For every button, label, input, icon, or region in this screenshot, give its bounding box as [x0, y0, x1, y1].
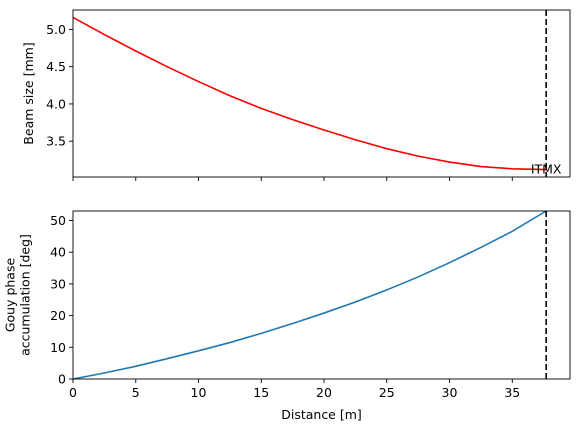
y-axis-label: Beam size [mm] — [21, 42, 36, 144]
y-tick-label: 50 — [50, 213, 66, 228]
series-line — [72, 16, 547, 171]
x-tick-label: 0 — [69, 385, 77, 400]
y-tick-label: 20 — [50, 308, 66, 323]
x-tick-label: 35 — [504, 385, 520, 400]
beam-size-panel: 3.5 4.0 4.5 5.0 ITMX Beam size [mm] — [21, 9, 571, 181]
y-tick-label: 0 — [58, 372, 66, 387]
series-line — [72, 210, 547, 380]
y-tick-label: 40 — [50, 245, 66, 260]
x-tick-label: 5 — [132, 385, 140, 400]
x-tick-label: 20 — [316, 385, 332, 400]
x-axis-label: Distance [m] — [281, 407, 362, 422]
x-tick-label: 25 — [379, 385, 395, 400]
axes-frame — [72, 210, 571, 380]
annotation-label: ITMX — [531, 162, 562, 177]
x-tick-label: 30 — [442, 385, 458, 400]
y-tick-label: 3.5 — [46, 134, 66, 149]
gouy-phase-panel: 0 10 20 30 40 50 0 5 10 15 20 25 30 35 Gouy phase accum… — [3, 210, 571, 422]
y-tick-label: 4.0 — [46, 96, 66, 111]
x-tick-label: 10 — [191, 385, 207, 400]
y-axis-label: Gouy phase — [3, 258, 18, 333]
y-tick-label: 5.0 — [46, 22, 66, 37]
y-axis-label: accumulation [deg] — [18, 234, 33, 356]
y-tick-label: 4.5 — [46, 59, 66, 74]
axes-frame — [72, 9, 571, 178]
y-tick-label: 30 — [50, 276, 66, 291]
y-tick-label: 10 — [50, 340, 66, 355]
x-tick-label: 15 — [253, 385, 269, 400]
